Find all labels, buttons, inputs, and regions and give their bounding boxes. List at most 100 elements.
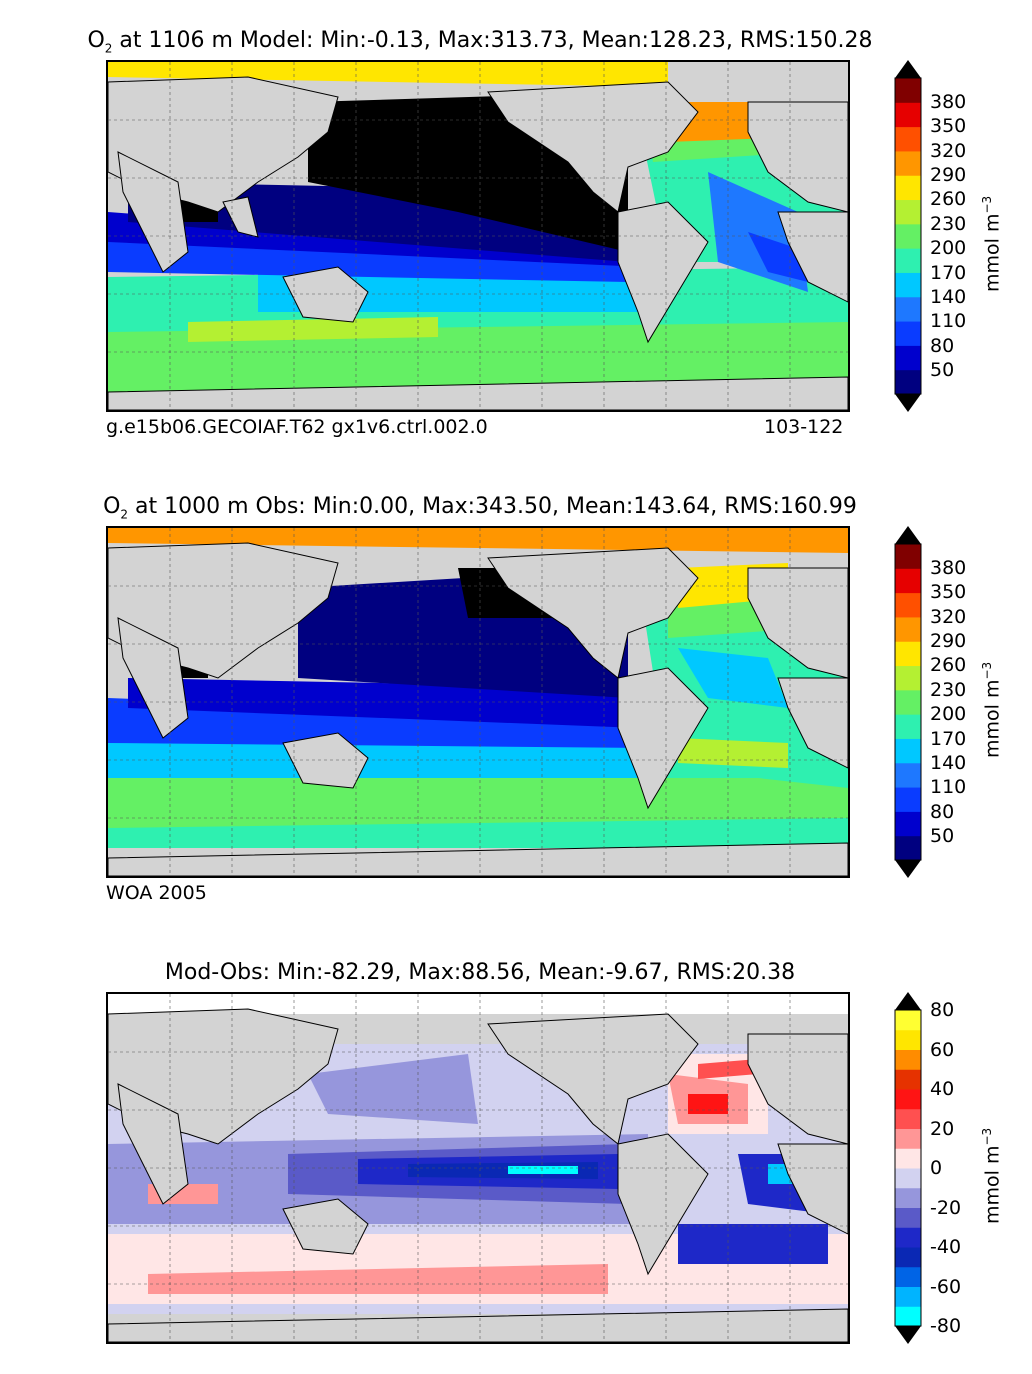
colorbar-tick-label: 350 <box>930 115 967 138</box>
colorbar-segment <box>895 126 921 152</box>
colorbar-segment <box>895 1069 921 1090</box>
colorbar-segment <box>895 738 921 764</box>
colorbar-segment <box>895 714 921 739</box>
diff-map <box>106 992 850 1344</box>
diff-title: Mod-Obs: Min:-82.29, Max:88.56, Mean:-9.… <box>164 960 796 985</box>
colorbar-tick-label: 20 <box>930 1117 955 1140</box>
colorbar-segment <box>895 1207 921 1228</box>
colorbar-tick-label: 170 <box>930 261 967 284</box>
colorbar-tick-label: 50 <box>930 825 955 847</box>
colorbar-segment <box>895 1128 921 1149</box>
colorbar-tick-label: 200 <box>930 237 967 260</box>
obs-title: O2 at 1000 m Obs: Min:0.00, Max:343.50, … <box>103 494 857 522</box>
colorbar-segment <box>895 1148 921 1169</box>
colorbar-segment <box>895 762 921 788</box>
obs-footer-left: WOA 2005 <box>106 882 207 904</box>
colorbar-tick-label: 50 <box>930 359 955 381</box>
colorbar-tick-label: -60 <box>930 1275 962 1298</box>
colorbar-tick-label: 80 <box>930 334 955 357</box>
colorbar-segment <box>895 835 921 861</box>
colorbar-extend-top <box>895 526 921 544</box>
colorbar-segment <box>895 175 921 201</box>
panel-obs: O2 at 1000 m Obs: Min:0.00, Max:343.50, … <box>0 466 1032 926</box>
colorbar-segment <box>895 1168 921 1189</box>
colorbar-tick-label: 0 <box>930 1157 943 1179</box>
colorbar-segment <box>895 248 921 273</box>
colorbar-segment <box>895 199 921 225</box>
colorbar-frame <box>894 543 922 861</box>
colorbar-segment <box>895 1089 921 1110</box>
colorbar-tick-label: 110 <box>930 776 967 799</box>
colorbar-segment <box>895 78 921 103</box>
model-title: O2 at 1106 m Model: Min:-0.13, Max:313.7… <box>87 28 873 56</box>
colorbar-tick-label: 290 <box>930 630 967 653</box>
colorbar-extend-bottom <box>895 394 921 412</box>
colorbar-segment <box>895 1247 921 1268</box>
colorbar-segment <box>895 272 921 298</box>
model-colorbar <box>894 60 922 412</box>
colorbar-segment <box>895 223 921 249</box>
colorbar-segment <box>895 1010 921 1031</box>
colorbar-segment <box>895 665 921 691</box>
colorbar-tick-label: 110 <box>930 310 967 333</box>
model-colorbar-unit: mmol m−3 <box>980 195 1004 292</box>
colorbar-segment <box>895 1306 921 1327</box>
colorbar-tick-label: 40 <box>930 1078 955 1100</box>
colorbar-segment <box>895 296 921 322</box>
model-map <box>106 60 850 412</box>
colorbar-segment <box>895 1286 921 1307</box>
colorbar-segment <box>895 568 921 594</box>
colorbar-segment <box>895 345 921 371</box>
colorbar-tick-label: 140 <box>930 285 967 308</box>
colorbar-tick-label: 350 <box>930 581 967 604</box>
colorbar-extend-top <box>895 60 921 78</box>
colorbar-segment <box>895 641 921 667</box>
colorbar-segment <box>895 1266 921 1287</box>
model-footer-left: g.e15b06.GECOIAF.T62 gx1v6.ctrl.002.0 <box>106 416 488 438</box>
diff-colorbar <box>894 992 922 1344</box>
colorbar-segment <box>895 544 921 569</box>
colorbar-tick-label: 80 <box>930 800 955 823</box>
obs-colorbar <box>894 526 922 878</box>
colorbar-segment <box>895 1108 921 1129</box>
colorbar-extend-bottom <box>895 1326 921 1344</box>
colorbar-tick-label: 80 <box>930 999 955 1021</box>
colorbar-tick-label: -80 <box>930 1315 962 1337</box>
colorbar-tick-label: 60 <box>930 1038 955 1061</box>
colorbar-tick-label: 170 <box>930 727 967 750</box>
colorbar-segment <box>895 1227 921 1248</box>
colorbar-segment <box>895 369 921 395</box>
colorbar-segment <box>895 1049 921 1070</box>
colorbar-tick-label: 140 <box>930 751 967 774</box>
model-footer-right: 103-122 <box>764 416 844 438</box>
panel-model: O2 at 1106 m Model: Min:-0.13, Max:313.7… <box>0 0 1032 460</box>
colorbar-segment <box>895 811 921 837</box>
colorbar-tick-label: 290 <box>930 164 967 187</box>
panel-diff: Mod-Obs: Min:-82.29, Max:88.56, Mean:-9.… <box>0 932 1032 1374</box>
colorbar-tick-label: 380 <box>930 557 967 579</box>
colorbar-segment <box>895 321 921 346</box>
colorbar-tick-label: 320 <box>930 139 967 162</box>
colorbar-segment <box>895 102 921 128</box>
colorbar-segment <box>895 150 921 176</box>
colorbar-tick-label: 200 <box>930 703 967 726</box>
colorbar-extend-top <box>895 992 921 1010</box>
colorbar-tick-label: 230 <box>930 678 967 701</box>
colorbar-segment <box>895 787 921 812</box>
colorbar-segment <box>895 1029 921 1050</box>
colorbar-segment <box>895 1187 921 1208</box>
colorbar-segment <box>895 689 921 715</box>
obs-colorbar-unit: mmol m−3 <box>980 661 1004 758</box>
colorbar-tick-label: 260 <box>930 188 967 211</box>
diff-colorbar-unit: mmol m−3 <box>980 1127 1004 1224</box>
colorbar-segment <box>895 616 921 642</box>
colorbar-tick-label: 380 <box>930 91 967 113</box>
colorbar-tick-label: -40 <box>930 1236 962 1258</box>
obs-map <box>106 526 850 878</box>
colorbar-extend-bottom <box>895 860 921 878</box>
colorbar-frame <box>894 1009 922 1327</box>
colorbar-tick-label: -20 <box>930 1196 962 1219</box>
colorbar-tick-label: 230 <box>930 212 967 235</box>
colorbar-tick-label: 320 <box>930 605 967 628</box>
colorbar-segment <box>895 592 921 618</box>
